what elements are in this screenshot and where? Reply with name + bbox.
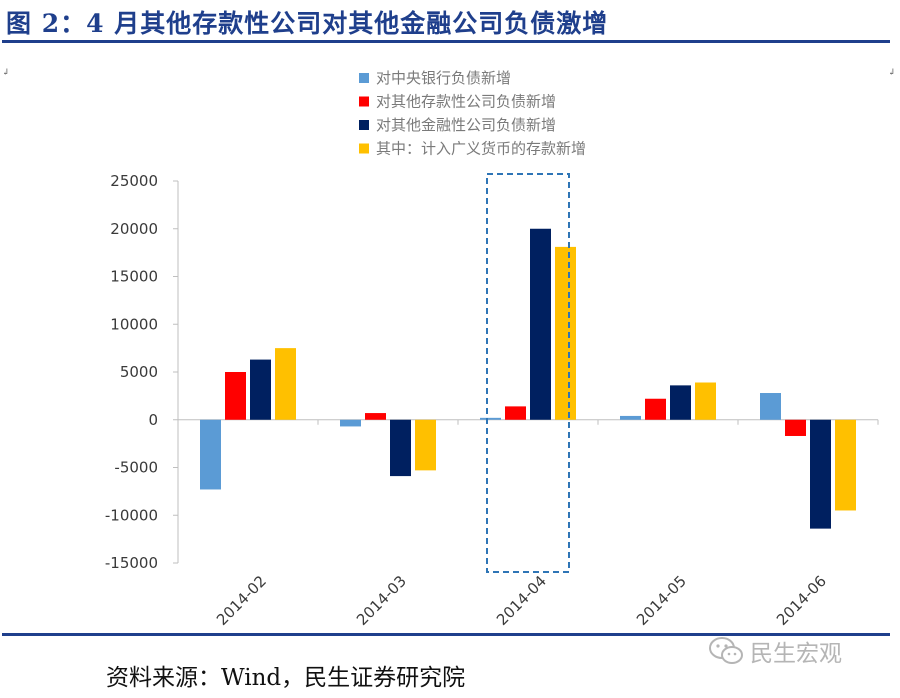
legend-swatch-1	[359, 73, 369, 83]
bar-2014-06-s2	[785, 419, 806, 436]
title-rule	[2, 40, 890, 43]
y-tick-label: -10000	[105, 506, 158, 524]
y-tick-label: 5000	[120, 363, 158, 381]
bar-2014-02-s1	[200, 419, 221, 490]
source-note: 资料来源：Wind，民生证券研究院	[106, 665, 466, 691]
legend-label-3: 对其他金融性公司负债新增	[376, 116, 556, 134]
bar-2014-05-s4	[695, 382, 716, 420]
y-tick-label: 20000	[110, 220, 158, 238]
bar-2014-05-s2	[645, 398, 666, 420]
bar-2014-03-s4	[415, 419, 436, 471]
x-tick-label: 2014-05	[633, 572, 690, 629]
bar-2014-04-s1	[480, 417, 501, 420]
y-tick-label: -15000	[105, 554, 158, 572]
bar-2014-05-s3	[670, 385, 691, 420]
y-tick-label: 25000	[110, 172, 158, 190]
bar-2014-06-s1	[760, 393, 781, 420]
bar-2014-04-s2	[505, 406, 526, 420]
highlight-box	[486, 173, 570, 573]
x-tick-label: 2014-04	[493, 572, 550, 629]
y-tick-label: -5000	[114, 459, 158, 477]
y-tick-label: 0	[148, 411, 158, 429]
legend-label-2: 对其他存款性公司负债新增	[376, 93, 556, 111]
legend-swatch-3	[359, 120, 369, 130]
y-axis: 25000 20000 15000 10000 5000 0 -5000 -10000 -150…	[105, 172, 179, 572]
bar-2014-04-s4	[555, 246, 576, 420]
bar-2014-03-s2	[365, 413, 386, 420]
legend-swatch-2	[359, 96, 369, 107]
x-axis: 2014-02 2014-03 2014-04 2014-05 2014-06	[177, 419, 879, 629]
footer-rule	[2, 633, 890, 636]
brand-name: 民生宏观	[750, 641, 842, 667]
bar-2014-06-s4	[835, 419, 856, 511]
y-tick-label: 10000	[110, 315, 158, 333]
wechat-icon	[709, 637, 743, 664]
bar-2014-02-s4	[275, 348, 296, 420]
figure-title: 图 2：4 月其他存款性公司对其他金融公司负债激增	[6, 9, 609, 38]
bar-2014-02-s3	[250, 359, 271, 420]
x-tick-label: 2014-02	[213, 572, 270, 629]
legend-label-1: 对中央银行负债新增	[376, 69, 511, 87]
brand-badge: 民生宏观	[708, 636, 842, 667]
legend-swatch-4	[359, 143, 369, 154]
bar-2014-06-s3	[810, 419, 831, 529]
bar-2014-03-s3	[390, 419, 411, 477]
paragraph-mark-right: ↲	[888, 68, 896, 78]
bar-2014-05-s1	[620, 415, 641, 420]
x-tick-label: 2014-03	[353, 572, 410, 629]
bar-2014-04-s3	[530, 228, 551, 420]
bar-2014-03-s1	[340, 419, 361, 427]
x-tick-label: 2014-06	[773, 572, 830, 629]
chart-legend: 对中央银行负债新增对其他存款性公司负债新增对其他金融性公司负债新增其中：计入广义…	[359, 69, 586, 158]
bar-2014-02-s2	[225, 372, 246, 420]
legend-label-4: 其中：计入广义货币的存款新增	[376, 140, 586, 158]
paragraph-mark-left: ↲	[2, 68, 10, 78]
bar-series	[200, 228, 856, 529]
y-tick-label: 15000	[110, 268, 158, 286]
